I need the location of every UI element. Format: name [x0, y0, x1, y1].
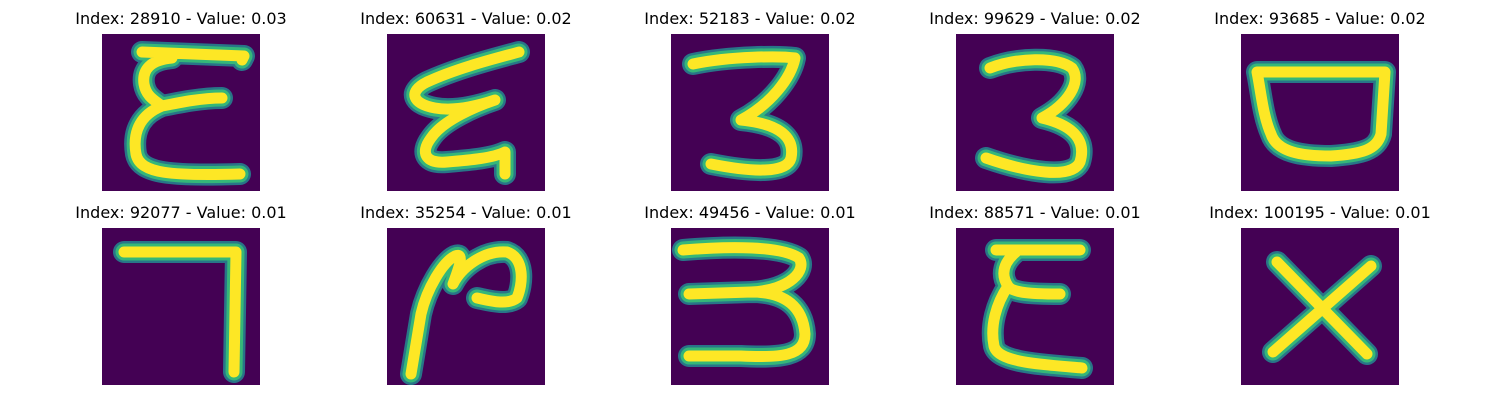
glyph-image-e [387, 34, 545, 191]
panel-title: Index: 60631 - Value: 0.02 [360, 9, 572, 28]
panel-title: Index: 92077 - Value: 0.01 [75, 203, 287, 222]
image-panel-1: Index: 28910 - Value: 0.03 [75, 10, 287, 191]
glyph-image-e [102, 34, 260, 191]
glyph-image-7 [102, 228, 260, 385]
image-panel-7: Index: 35254 - Value: 0.01 [360, 204, 572, 385]
panel-title: Index: 52183 - Value: 0.02 [644, 9, 856, 28]
panel-title: Index: 93685 - Value: 0.02 [1214, 9, 1426, 28]
glyph-image-3 [671, 34, 829, 191]
glyph-image-3 [671, 228, 829, 385]
image-panel-3: Index: 52183 - Value: 0.02 [644, 10, 856, 191]
panel-title: Index: 99629 - Value: 0.02 [929, 9, 1141, 28]
glyph-image-e [956, 228, 1114, 385]
image-panel-6: Index: 92077 - Value: 0.01 [75, 204, 287, 385]
panel-title: Index: 28910 - Value: 0.03 [75, 9, 287, 28]
image-panel-5: Index: 93685 - Value: 0.02 [1214, 10, 1426, 191]
panel-title: Index: 35254 - Value: 0.01 [360, 203, 572, 222]
glyph-image-d [1241, 34, 1399, 191]
panel-title: Index: 49456 - Value: 0.01 [644, 203, 856, 222]
panel-title: Index: 88571 - Value: 0.01 [929, 203, 1141, 222]
image-panel-4: Index: 99629 - Value: 0.02 [929, 10, 1141, 191]
image-panel-8: Index: 49456 - Value: 0.01 [644, 204, 856, 385]
panel-title: Index: 100195 - Value: 0.01 [1209, 203, 1431, 222]
image-panel-10: Index: 100195 - Value: 0.01 [1209, 204, 1431, 385]
glyph-image-x [1241, 228, 1399, 385]
image-panel-2: Index: 60631 - Value: 0.02 [360, 10, 572, 191]
glyph-image-2 [387, 228, 545, 385]
glyph-image-3 [956, 34, 1114, 191]
image-panel-9: Index: 88571 - Value: 0.01 [929, 204, 1141, 385]
